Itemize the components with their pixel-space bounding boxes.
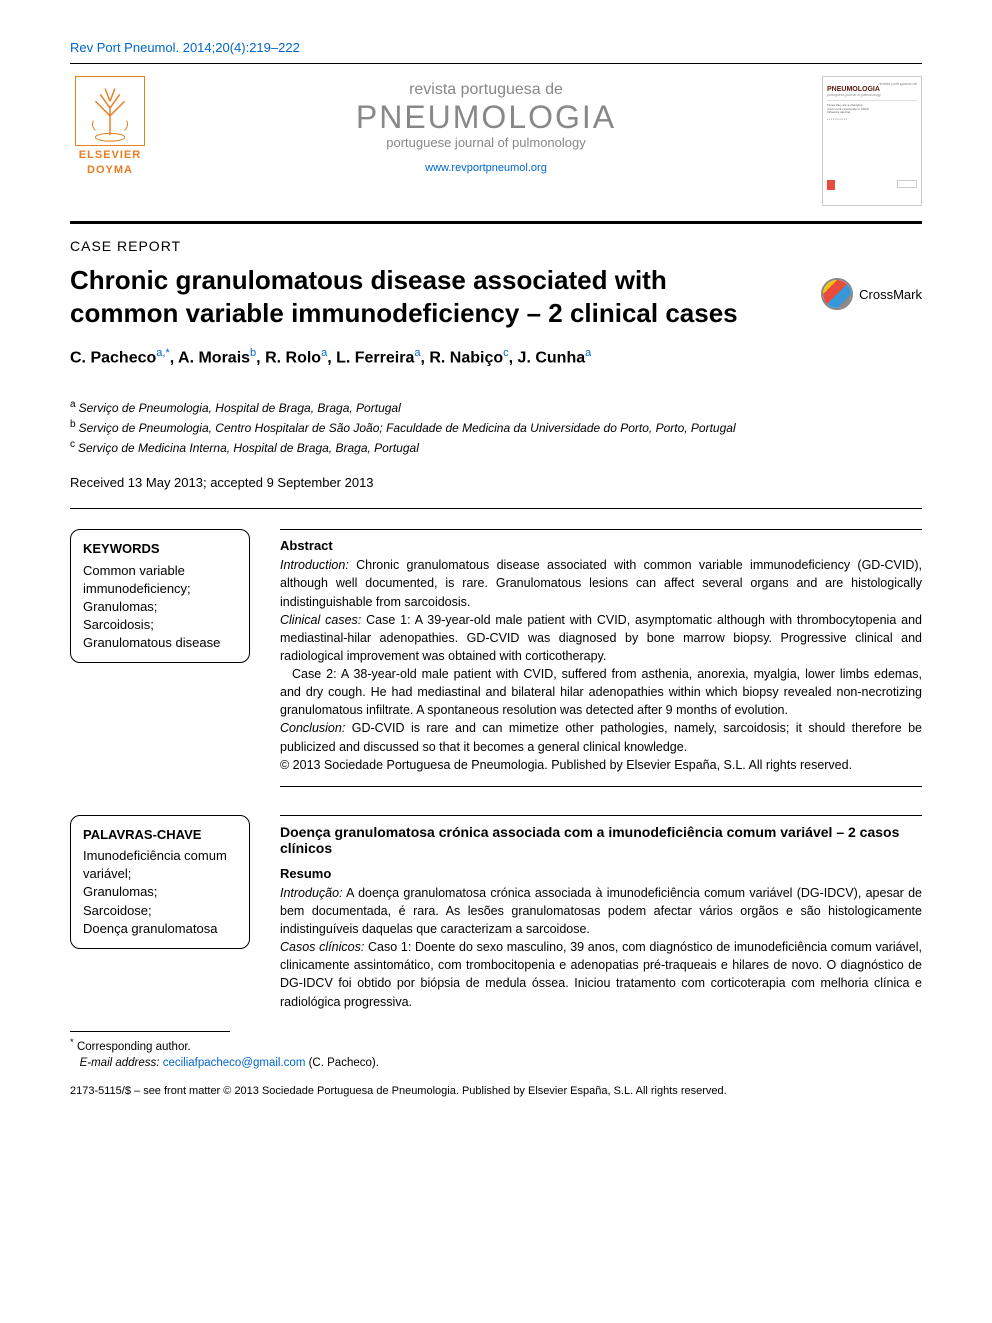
journal-cover-thumbnail: revista portuguesa de PNEUMOLOGIA portug… <box>822 76 922 206</box>
crossmark-label: CrossMark <box>859 287 922 302</box>
email-suffix: (C. Pacheco). <box>305 1057 379 1069</box>
footer-copyright: 2173-5115/$ – see front matter © 2013 So… <box>70 1085 922 1097</box>
abstract-pt-cases-label: Casos clínicos: <box>280 940 364 954</box>
abstract-en-heading: Abstract <box>280 538 922 553</box>
abstract-en-cases-label: Clinical cases: <box>280 613 361 627</box>
keywords-pt-items: Imunodeficiência comum variável; Granulo… <box>83 847 237 938</box>
cover-title: PNEUMOLOGIA <box>827 86 917 93</box>
running-head-citation: Rev Port Pneumol. 2014;20(4):219–222 <box>70 40 922 55</box>
abstract-pt-intro-label: Introdução: <box>280 886 343 900</box>
corresponding-email[interactable]: ceciliafpacheco@gmail.com <box>163 1057 306 1069</box>
abstract-pt-title: Doença granulomatosa crónica associada c… <box>280 824 922 856</box>
article-title: Chronic granulomatous disease associated… <box>70 264 750 329</box>
corresponding-author-note: * Corresponding author. E-mail address: … <box>70 1036 922 1071</box>
abstract-en-case1: Case 1: A 39-year-old male patient with … <box>280 613 922 663</box>
article-type: CASE REPORT <box>70 238 922 254</box>
affiliations: aServiço de Pneumologia, Hospital de Bra… <box>70 397 922 457</box>
abstract-en-intro-label: Introduction: <box>280 558 349 572</box>
elsevier-logo: ELSEVIER DOYMA <box>70 76 150 176</box>
author-list: C. Pachecoa,*, A. Moraisb, R. Roloa, L. … <box>70 347 922 367</box>
crossmark-icon <box>821 278 853 310</box>
keywords-en-title: KEYWORDS <box>83 540 237 558</box>
keywords-pt-title: PALAVRAS-CHAVE <box>83 826 237 844</box>
journal-url[interactable]: www.revportpneumol.org <box>150 162 822 174</box>
keywords-pt-box: PALAVRAS-CHAVE Imunodeficiência comum va… <box>70 815 250 949</box>
abstract-pt-intro: A doença granulomatosa crónica associada… <box>280 886 922 936</box>
abstract-en-conclusion-label: Conclusion: <box>280 721 345 735</box>
affiliation-a: aServiço de Pneumologia, Hospital de Bra… <box>70 397 922 417</box>
rule-abstract-pt <box>280 815 922 816</box>
rule-thick <box>70 221 922 224</box>
affiliation-b: bServiço de Pneumologia, Centro Hospital… <box>70 417 922 437</box>
abstract-pt-text: Introdução: A doença granulomatosa cróni… <box>280 884 922 1011</box>
abstract-en-case2: Case 2: A 38-year-old male patient with … <box>280 667 922 717</box>
corresponding-label: Corresponding author. <box>77 1041 191 1053</box>
journal-pretitle: revista portuguesa de <box>150 81 822 99</box>
email-label: E-mail address: <box>80 1057 160 1069</box>
elsevier-label: ELSEVIER <box>79 149 141 161</box>
keywords-en-box: KEYWORDS Common variable immunodeficienc… <box>70 529 250 663</box>
abstract-en-block: KEYWORDS Common variable immunodeficienc… <box>70 529 922 795</box>
journal-title: PNEUMOLOGIA <box>150 101 822 133</box>
crossmark-badge[interactable]: CrossMark <box>821 278 922 310</box>
rule-abstract-en-end <box>280 786 922 787</box>
footnote-rule <box>70 1031 230 1032</box>
abstract-en-text: Introduction: Chronic granulomatous dise… <box>280 556 922 774</box>
masthead: ELSEVIER DOYMA revista portuguesa de PNE… <box>70 76 922 206</box>
rule-top <box>70 63 922 64</box>
journal-title-block: revista portuguesa de PNEUMOLOGIA portug… <box>150 76 822 174</box>
article-dates: Received 13 May 2013; accepted 9 Septemb… <box>70 475 922 490</box>
rule-before-abstract <box>70 508 922 509</box>
abstract-en-intro: Chronic granulomatous disease associated… <box>280 558 922 608</box>
abstract-pt-case1: Caso 1: Doente do sexo masculino, 39 ano… <box>280 940 922 1008</box>
abstract-en-conclusion: GD-CVID is rare and can mimetize other p… <box>280 721 922 753</box>
abstract-pt-block: PALAVRAS-CHAVE Imunodeficiência comum va… <box>70 815 922 1011</box>
journal-subtitle: portuguese journal of pulmonology <box>150 135 822 150</box>
affiliation-c: cServiço de Medicina Interna, Hospital d… <box>70 437 922 457</box>
doyma-label: DOYMA <box>87 164 133 176</box>
abstract-pt-heading: Resumo <box>280 866 922 881</box>
rule-abstract-en <box>280 529 922 530</box>
elsevier-tree-icon <box>75 76 145 146</box>
keywords-en-items: Common variable immunodeficiency; Granul… <box>83 562 237 653</box>
abstract-en-copyright: © 2013 Sociedade Portuguesa de Pneumolog… <box>280 758 852 772</box>
